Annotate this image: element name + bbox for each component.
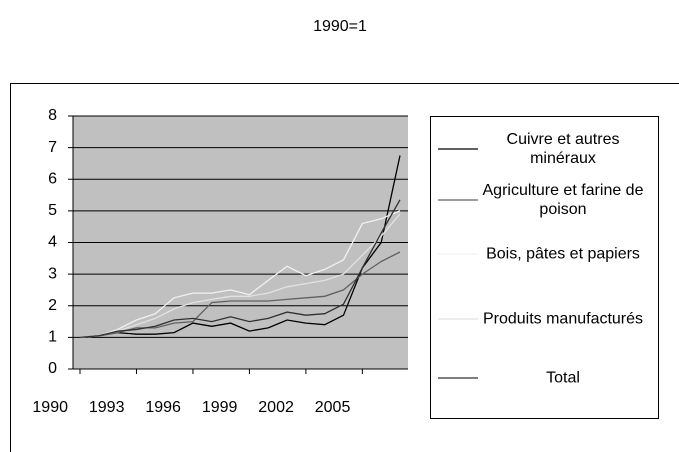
y-tick-label: 3 [48,265,57,282]
legend-label: Produits manufacturés [482,310,644,328]
legend-label: Total [546,369,580,387]
y-tick-label: 1 [48,329,57,346]
legend-box [430,116,659,419]
series-line [79,155,401,339]
y-tick-label: 8 [48,107,57,124]
legend-label: Cuivre et autres minéraux [506,131,620,167]
y-tick-label: 4 [48,234,57,251]
y-tick-label: 7 [48,139,57,156]
series-line [79,199,401,339]
legend-label: Agriculture et farine de poison [482,182,644,218]
chart-title: 1990=1 [313,18,367,35]
legend-label: Bois, pâtes et papiers [486,245,640,263]
x-tick-label: 2005 [315,399,351,416]
x-tick-label: 1996 [145,399,181,416]
y-tick-label: 6 [48,170,57,187]
series-line [79,210,401,339]
x-tick-label: 1993 [89,399,125,416]
series-line [79,213,401,339]
x-tick-label: 2002 [258,399,294,416]
y-tick-label: 2 [48,297,57,314]
x-tick-label: 1990 [32,399,68,416]
y-tick-label: 5 [48,202,57,219]
x-tick-label: 1999 [202,399,238,416]
y-tick-label: 0 [48,360,57,377]
chart-frame [10,83,679,452]
series-line [79,251,401,339]
